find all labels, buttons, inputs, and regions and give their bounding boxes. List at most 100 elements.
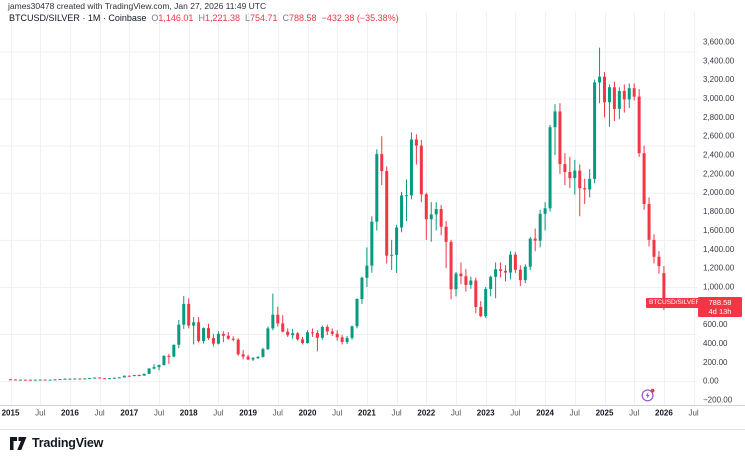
time-axis-label[interactable]: 2022 bbox=[417, 409, 435, 418]
tradingview-logo-text: TradingView bbox=[32, 436, 104, 450]
candle-body bbox=[98, 377, 102, 379]
time-axis-label[interactable]: 2023 bbox=[477, 409, 495, 418]
candle-body bbox=[122, 375, 126, 378]
candle-body bbox=[350, 326, 354, 338]
time-axis-label[interactable]: 2021 bbox=[358, 409, 376, 418]
price-axis-label[interactable]: 0.00 bbox=[703, 377, 719, 386]
realtime-status-icon[interactable] bbox=[641, 388, 656, 403]
price-axis-label[interactable]: 2,400.00 bbox=[703, 151, 735, 160]
price-axis-label[interactable]: 1,400.00 bbox=[703, 245, 735, 254]
high-label: H bbox=[198, 13, 205, 23]
time-axis-label[interactable]: Jul bbox=[510, 409, 520, 418]
time-axis-label[interactable]: Jul bbox=[451, 409, 461, 418]
candle-body bbox=[296, 333, 300, 340]
candle-body bbox=[286, 331, 290, 336]
candle-body bbox=[622, 90, 626, 100]
price-axis-label[interactable]: 1,600.00 bbox=[703, 226, 735, 235]
price-axis-label[interactable]: 2,000.00 bbox=[703, 188, 735, 197]
candle-body bbox=[28, 379, 32, 381]
candle-body bbox=[18, 379, 22, 381]
candle-body bbox=[117, 377, 121, 379]
time-axis-label[interactable]: Jul bbox=[570, 409, 580, 418]
price-axis-label[interactable]: 3,600.00 bbox=[703, 38, 735, 47]
candle-body bbox=[13, 379, 17, 381]
time-axis-label[interactable]: 2017 bbox=[120, 409, 138, 418]
candle-body bbox=[147, 368, 151, 374]
time-axis-label[interactable]: 2015 bbox=[2, 409, 20, 418]
candle-body bbox=[172, 344, 176, 357]
candle-body bbox=[246, 356, 250, 360]
candle-body bbox=[162, 355, 166, 366]
candle-body bbox=[43, 379, 47, 381]
candle-body bbox=[291, 333, 295, 336]
candle-body bbox=[231, 338, 235, 340]
candle-body bbox=[533, 238, 537, 241]
time-axis-label[interactable]: Jul bbox=[629, 409, 639, 418]
time-axis-label[interactable]: 2019 bbox=[239, 409, 257, 418]
open-value: 1,146.01 bbox=[158, 13, 194, 23]
chart-legend[interactable]: BTCUSD/SILVER · 1M · Coinbase O1,146.01 H1… bbox=[9, 13, 399, 23]
time-axis-label[interactable]: 2025 bbox=[596, 409, 614, 418]
price-axis-label[interactable]: 2,800.00 bbox=[703, 113, 735, 122]
candle-body bbox=[177, 324, 181, 345]
candle-body bbox=[63, 378, 67, 380]
time-axis-label[interactable]: 2020 bbox=[299, 409, 317, 418]
candle-body bbox=[276, 314, 280, 324]
time-axis-label[interactable]: Jul bbox=[332, 409, 342, 418]
time-axis-label[interactable]: Jul bbox=[35, 409, 45, 418]
candle-body bbox=[419, 145, 423, 195]
candle-body bbox=[167, 355, 171, 357]
time-axis-label[interactable]: Jul bbox=[273, 409, 283, 418]
time-axis-label[interactable]: 2024 bbox=[536, 409, 554, 418]
candle-body bbox=[88, 378, 92, 380]
candle-body bbox=[632, 88, 636, 97]
time-axis-label[interactable]: 2016 bbox=[61, 409, 79, 418]
low-value: 754.71 bbox=[250, 13, 278, 23]
candle-body bbox=[256, 356, 260, 359]
candle-body bbox=[603, 76, 606, 103]
candle-body bbox=[652, 239, 656, 257]
price-axis-label[interactable]: 1,000.00 bbox=[703, 282, 735, 291]
price-axis-label[interactable]: 600.00 bbox=[703, 320, 728, 329]
candle-body bbox=[612, 87, 616, 109]
candle-body bbox=[637, 96, 641, 154]
candle-body bbox=[513, 254, 517, 270]
chart-canvas[interactable]: 3,600.00 3,400.00 3,200.00 3,000.00 2,800.00… bbox=[0, 0, 745, 430]
tradingview-logo[interactable]: TradingView bbox=[10, 436, 103, 450]
price-axis-label[interactable]: 1,800.00 bbox=[703, 207, 735, 216]
time-axis-label[interactable]: Jul bbox=[213, 409, 223, 418]
candle-body bbox=[568, 172, 572, 179]
candle-body bbox=[315, 332, 319, 338]
open-label: O bbox=[151, 13, 159, 23]
candle-body bbox=[642, 153, 646, 205]
price-axis-label[interactable]: 2,200.00 bbox=[703, 169, 735, 178]
price-axis-label[interactable]: −200.00 bbox=[703, 396, 733, 405]
candle-body bbox=[137, 375, 141, 377]
tradingview-logo-mark bbox=[10, 436, 27, 450]
price-axis-label[interactable]: 200.00 bbox=[703, 358, 728, 367]
candle-body bbox=[395, 227, 399, 255]
candle-body bbox=[518, 269, 522, 281]
candle-body bbox=[444, 226, 448, 242]
candle-body bbox=[73, 378, 77, 380]
time-axis-label[interactable]: Jul bbox=[688, 409, 698, 418]
price-axis-label[interactable]: 2,600.00 bbox=[703, 132, 735, 141]
price-axis-label[interactable]: 3,200.00 bbox=[703, 75, 735, 84]
candle-body bbox=[405, 195, 408, 197]
candle-body bbox=[152, 367, 156, 369]
time-axis-label[interactable]: 2018 bbox=[180, 409, 198, 418]
price-axis-label[interactable]: 1,200.00 bbox=[703, 264, 735, 273]
symbol-title[interactable]: BTCUSD/SILVER · 1M · Coinbase bbox=[9, 13, 147, 23]
price-axis-label[interactable]: 400.00 bbox=[703, 339, 728, 348]
candle-body bbox=[310, 332, 314, 334]
time-axis-label[interactable]: Jul bbox=[391, 409, 401, 418]
time-axis-label[interactable]: Jul bbox=[154, 409, 164, 418]
price-axis-label[interactable]: 3,400.00 bbox=[703, 56, 735, 65]
candle-body bbox=[459, 273, 463, 277]
time-axis-label[interactable]: 2026 bbox=[655, 409, 673, 418]
last-price-value: 788.58 bbox=[708, 297, 732, 307]
price-axis-label[interactable]: 3,000.00 bbox=[703, 94, 735, 103]
time-axis-label[interactable]: Jul bbox=[94, 409, 104, 418]
candle-body bbox=[627, 88, 631, 100]
candle-body bbox=[261, 349, 265, 357]
